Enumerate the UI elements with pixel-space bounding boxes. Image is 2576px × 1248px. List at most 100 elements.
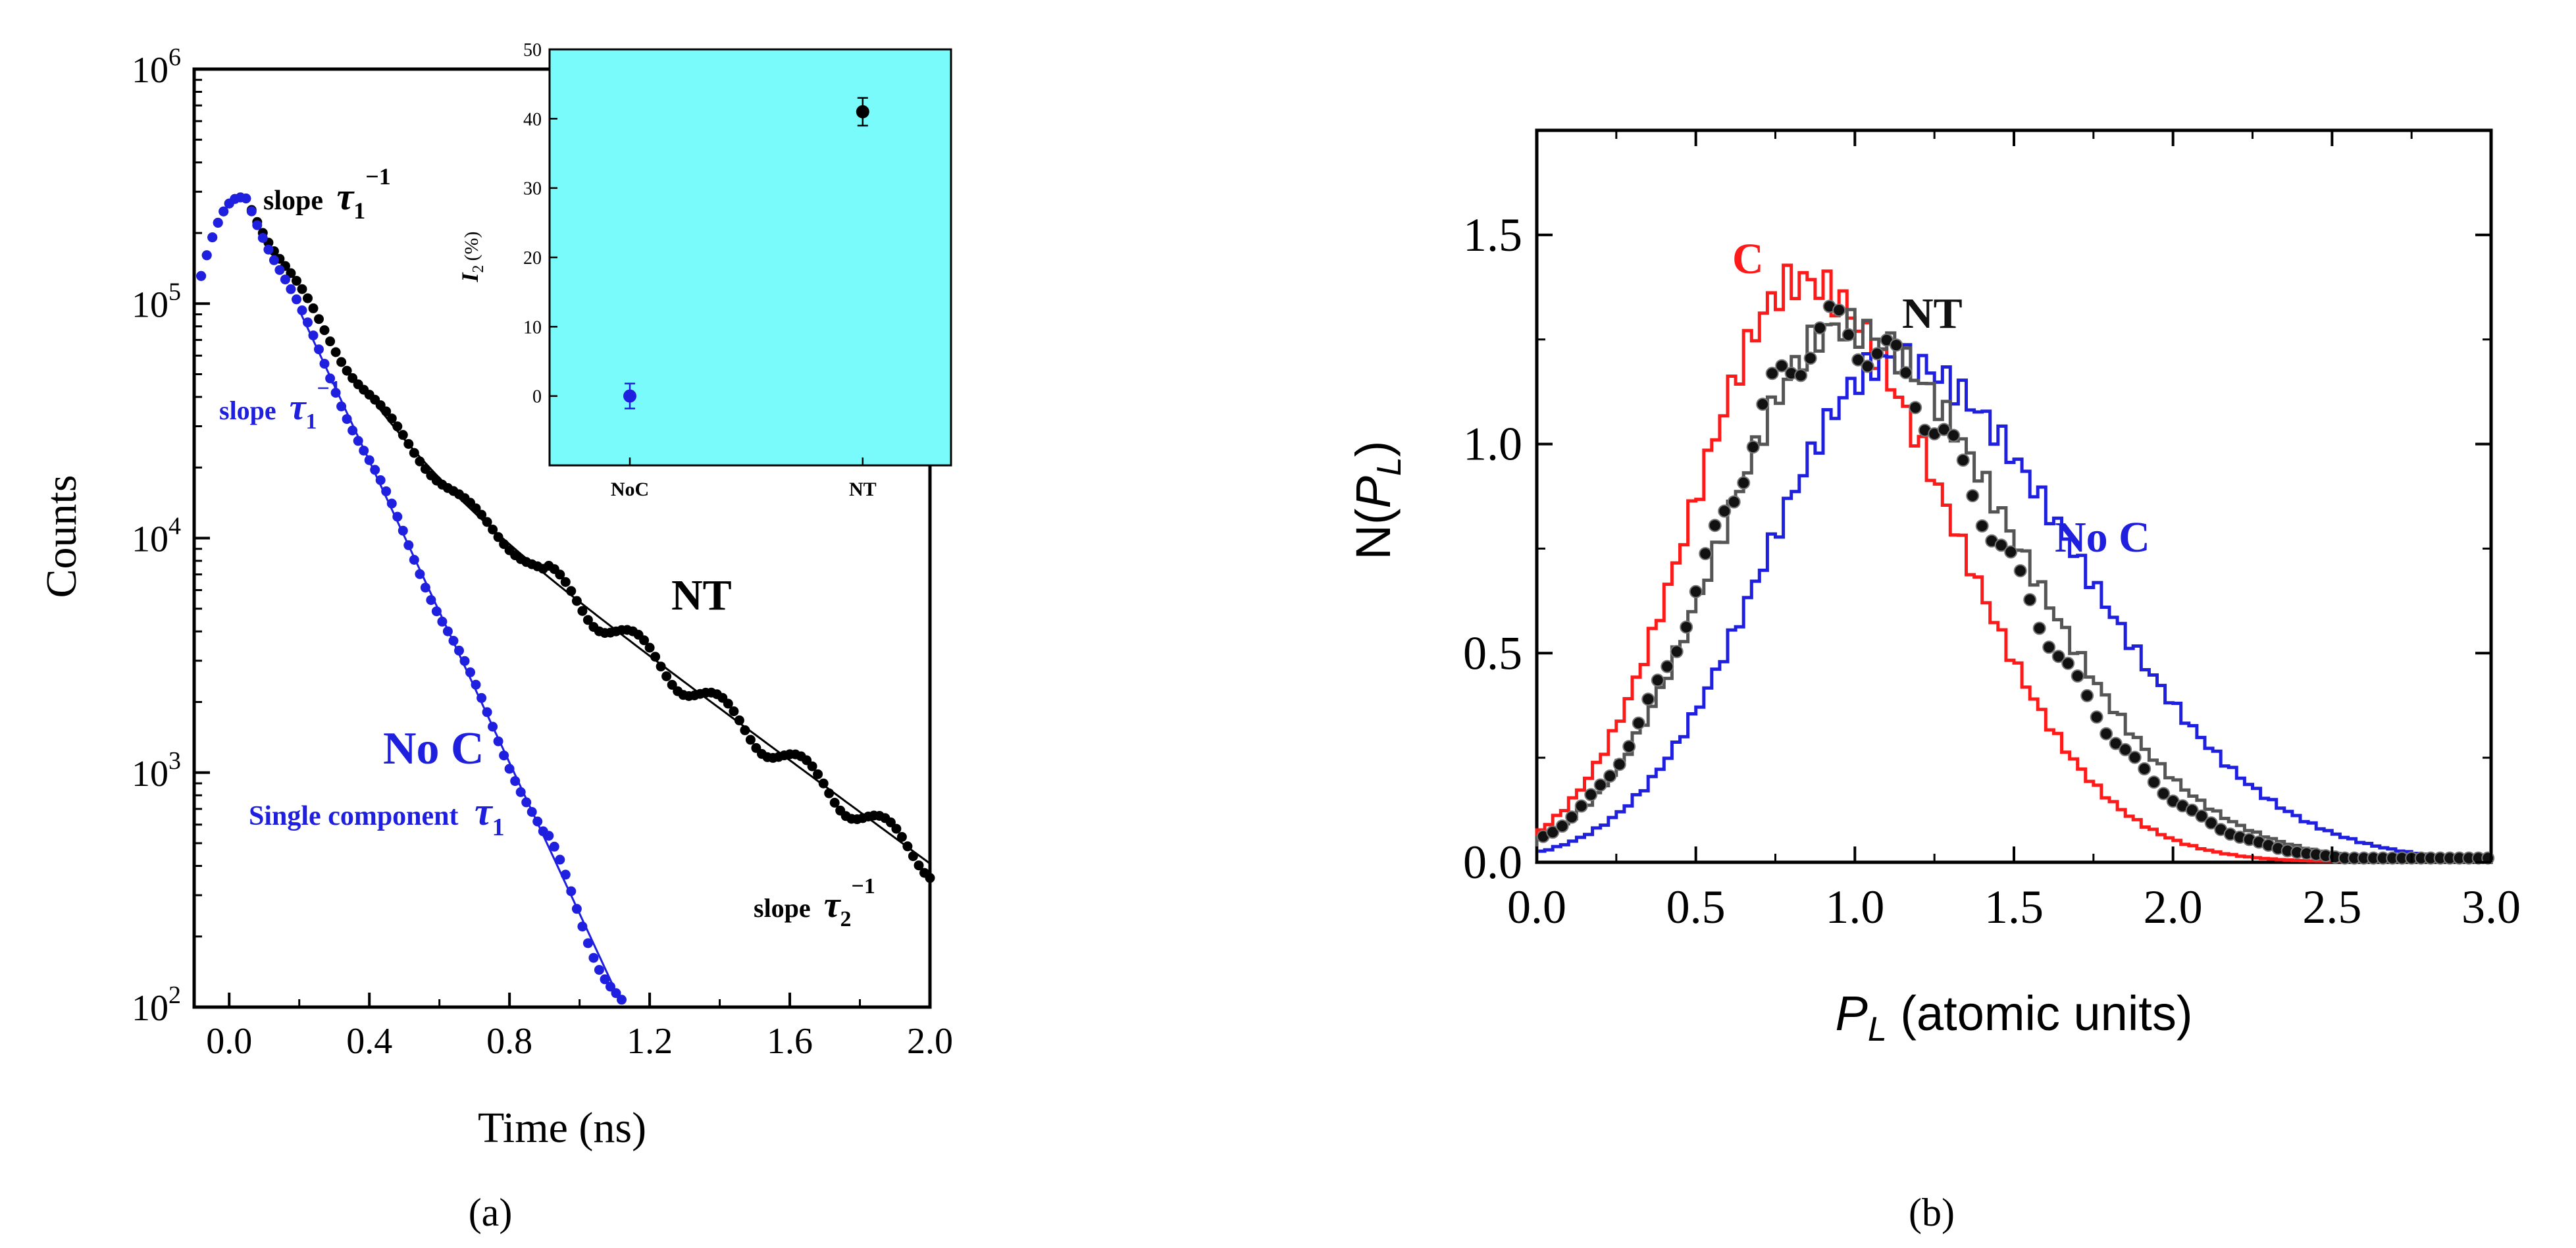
data-point-nt bbox=[292, 276, 301, 286]
data-point-nt-b bbox=[1899, 366, 1913, 380]
data-point-nt-b bbox=[1861, 359, 1874, 373]
data-point-noc bbox=[207, 232, 218, 243]
inset-ytick-label: 10 bbox=[523, 317, 542, 338]
data-point-noc bbox=[257, 233, 268, 243]
data-point-noc bbox=[269, 255, 279, 265]
data-point-nt-b bbox=[2157, 787, 2171, 800]
data-point-nt bbox=[813, 769, 823, 779]
data-point-nt bbox=[381, 406, 392, 417]
data-point-nt bbox=[740, 725, 750, 735]
inset-ytick-label: 0 bbox=[532, 387, 542, 407]
panel-b-xtick-label: 1.5 bbox=[1984, 881, 2044, 933]
data-point-nt-b bbox=[2080, 689, 2094, 702]
data-point-nt-b bbox=[1756, 398, 1770, 411]
histogram-nt-model- bbox=[1535, 307, 2491, 863]
data-point-noc bbox=[292, 294, 301, 305]
data-point-noc bbox=[605, 981, 615, 992]
data-point-noc bbox=[420, 583, 430, 593]
panel-b-xtick-label: 0.5 bbox=[1666, 881, 1726, 933]
data-point-nt bbox=[488, 525, 498, 534]
data-point-nt bbox=[409, 448, 419, 458]
data-point-nt-b bbox=[2051, 650, 2065, 663]
inset-background bbox=[548, 48, 952, 467]
data-point-nt bbox=[297, 284, 307, 294]
data-point-noc bbox=[348, 425, 358, 436]
data-point-nt bbox=[403, 439, 414, 449]
data-point-noc bbox=[510, 776, 521, 787]
data-point-nt-b bbox=[1947, 429, 1961, 442]
data-point-noc bbox=[482, 707, 492, 717]
data-point-nt bbox=[896, 832, 907, 842]
data-point-nt bbox=[325, 336, 336, 347]
data-point-noc bbox=[375, 475, 386, 485]
inset-xtick-label: NT bbox=[849, 479, 877, 500]
data-point-nt-b bbox=[1632, 716, 1645, 730]
data-point-nt-b bbox=[1670, 644, 1684, 658]
data-point-noc bbox=[454, 645, 464, 656]
data-point-nt bbox=[824, 788, 835, 798]
slope-tau1-black-annotation: slope τ1−1 bbox=[263, 163, 391, 224]
data-point-nt-b bbox=[1851, 353, 1865, 367]
data-point-noc bbox=[381, 486, 392, 496]
inset-chart: 0 10 20 30 40 50 NoC NT I2(%) bbox=[457, 40, 952, 500]
data-point-nt-b bbox=[1565, 810, 1579, 824]
data-point-nt bbox=[493, 532, 503, 542]
data-point-noc bbox=[308, 330, 319, 341]
data-point-noc bbox=[403, 540, 414, 550]
panel-b-ytick-label: 1.0 bbox=[1463, 418, 1522, 471]
data-point-noc bbox=[521, 797, 532, 808]
panel-a-label: (a) bbox=[469, 1191, 513, 1234]
inset-ytick-label: 50 bbox=[523, 40, 542, 61]
data-point-nt bbox=[644, 642, 655, 653]
data-point-nt bbox=[829, 798, 840, 808]
data-point-nt-b bbox=[1584, 788, 1598, 802]
data-point-noc bbox=[241, 194, 251, 203]
data-point-noc bbox=[392, 511, 403, 522]
panel-a-chart: 0.0 0.4 0.8 1.2 1.6 2.0 102 103 104 105 106 Count… bbox=[38, 40, 953, 1234]
data-point-nt bbox=[348, 373, 358, 383]
data-point-nt bbox=[902, 841, 913, 852]
data-point-noc bbox=[577, 922, 588, 932]
panel-b-xtick-label: 1.0 bbox=[1825, 881, 1884, 933]
data-point-nt-b bbox=[1612, 758, 1626, 771]
data-point-nt-b bbox=[2185, 803, 2199, 817]
data-point-nt bbox=[571, 596, 582, 606]
data-point-nt bbox=[420, 464, 430, 474]
data-point-nt-b bbox=[1909, 401, 1922, 415]
data-point-nt-b bbox=[2138, 762, 2151, 775]
data-point-nt-b bbox=[2119, 742, 2132, 756]
data-point-noc bbox=[286, 284, 296, 294]
data-point-nt bbox=[885, 817, 896, 827]
data-point-nt-b bbox=[1546, 825, 1560, 839]
panel-b-ylabel: N(PL) bbox=[1346, 440, 1408, 559]
data-point-noc bbox=[280, 274, 290, 285]
data-point-noc bbox=[219, 206, 229, 217]
data-point-nt-b bbox=[1813, 321, 1827, 335]
data-point-noc bbox=[274, 265, 285, 275]
panel-a-xtick-label: 1.2 bbox=[627, 1021, 673, 1062]
data-point-nt-b bbox=[2109, 737, 2123, 750]
data-point-nt-b bbox=[1737, 476, 1751, 490]
data-point-noc bbox=[600, 974, 610, 985]
panel-b-xtick-label: 2.0 bbox=[2144, 881, 2203, 933]
data-point-nt bbox=[577, 606, 588, 616]
data-point-nt-b bbox=[1622, 740, 1636, 754]
data-point-nt bbox=[386, 413, 397, 424]
data-point-nt-b bbox=[1708, 519, 1722, 533]
data-point-noc bbox=[201, 250, 212, 261]
data-point-nt bbox=[560, 577, 571, 587]
data-point-noc bbox=[555, 854, 565, 865]
data-point-noc bbox=[442, 626, 453, 637]
inset-point-nt bbox=[856, 105, 869, 118]
data-point-nt bbox=[477, 509, 487, 520]
data-point-noc bbox=[437, 616, 448, 627]
panel-b-ytick-label: 1.5 bbox=[1463, 209, 1522, 261]
data-point-noc bbox=[319, 359, 330, 369]
data-point-nt bbox=[286, 268, 296, 278]
data-point-noc bbox=[263, 244, 274, 255]
data-point-nt bbox=[415, 456, 425, 467]
data-point-nt-b bbox=[1937, 423, 1951, 436]
data-point-noc bbox=[515, 787, 526, 797]
data-point-noc bbox=[314, 344, 324, 355]
panel-a-ytick-label: 104 bbox=[132, 513, 181, 560]
